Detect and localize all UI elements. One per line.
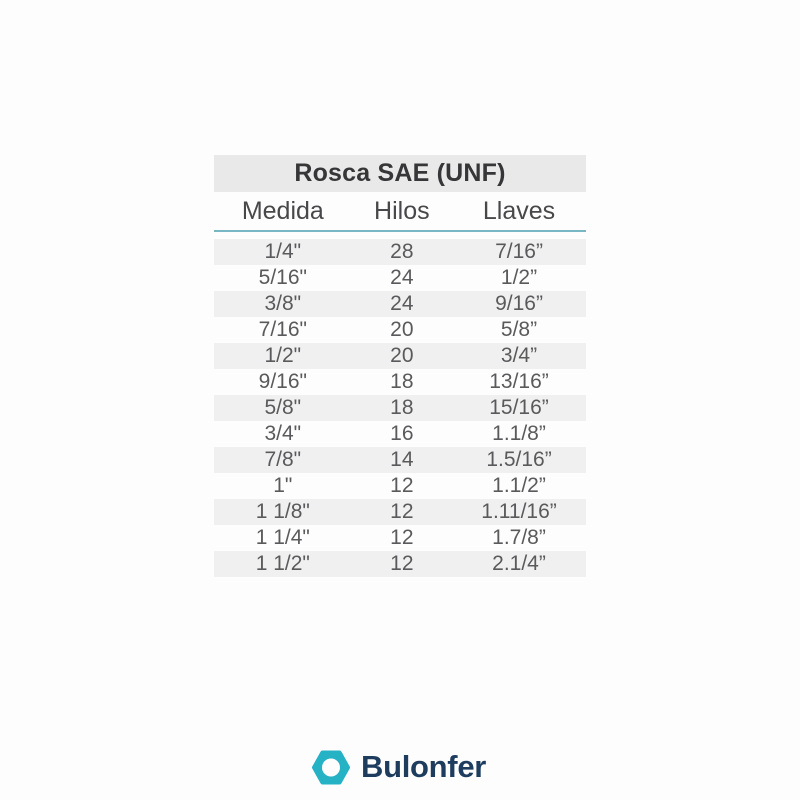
table-row: 1/2" 20 3/4” [214,343,586,369]
table-cell: 1" [273,474,293,497]
hex-nut-icon [312,750,350,784]
table-cell: 7/16” [495,240,543,263]
brand-footer: Bulonfer [312,749,486,785]
table-cell: 18 [390,396,414,419]
table-cell: 1.5/16” [486,448,552,471]
table-cell: 12 [390,500,414,523]
table-cell: 1/2" [264,344,302,367]
table-row: 9/16" 18 13/16” [214,369,586,395]
table-cell: 20 [390,318,414,341]
table-cell: 14 [390,448,414,471]
table-cell: 16 [390,422,414,445]
table-header-row: Medida Hilos Llaves [214,192,586,232]
table-cell: 15/16” [489,396,549,419]
column-header-medida: Medida [241,196,324,225]
table-cell: 20 [390,344,414,367]
spec-table: Rosca SAE (UNF) Medida Hilos Llaves 1/4"… [214,155,586,577]
table-cell: 12 [390,474,414,497]
table-cell: 24 [390,292,414,315]
column-header-hilos: Hilos [374,196,430,225]
table-row: 3/8" 24 9/16” [214,291,586,317]
table-cell: 3/4" [264,422,302,445]
brand-wordmark: Bulonfer [361,749,487,784]
table-row: 3/4" 16 1.1/8” [214,421,586,447]
table-cell: 24 [390,266,414,289]
table-cell: 1 1/2" [255,552,310,575]
table-row: 1 1/2" 12 2.1/4” [214,551,586,577]
table-row: 5/16" 24 1/2” [214,265,586,291]
table-cell: 1/4" [264,240,302,263]
table-cell: 2.1/4” [492,552,546,575]
table-cell: 12 [390,526,414,549]
table-row: 1 1/4" 12 1.7/8” [214,525,586,551]
table-cell: 1 1/8" [255,500,310,523]
table-cell: 7/16" [258,318,307,341]
table-cell: 9/16" [258,370,307,393]
table-row: 1" 12 1.1/2” [214,473,586,499]
table-cell: 18 [390,370,414,393]
hex-nut-hole [322,758,340,776]
table-cell: 28 [390,240,414,263]
table-cell: 5/16" [258,266,307,289]
table-cell: 9/16” [495,292,543,315]
table-row: 7/16" 20 5/8” [214,317,586,343]
table-cell: 1.1/8” [492,422,546,445]
table-cell: 1/2” [500,266,538,289]
table-cell: 1 1/4" [255,526,310,549]
table-cell: 1.11/16” [481,500,557,523]
table-row: 1/4" 28 7/16” [214,239,586,265]
table-cell: 1.7/8” [492,526,546,549]
table-cell: 3/8" [264,292,302,315]
table-body: 1/4" 28 7/16” 5/16" 24 1/2” 3/8" 24 9/16” 7/16" 20… [214,239,586,577]
table-cell: 12 [390,552,414,575]
table-cell: 13/16” [489,370,549,393]
table-row: 1 1/8" 12 1.11/16” [214,499,586,525]
table-title: Rosca SAE (UNF) [214,155,586,192]
column-header-llaves: Llaves [482,196,556,225]
table-cell: 3/4” [500,344,538,367]
table-row: 7/8" 14 1.5/16” [214,447,586,473]
table-cell: 7/8" [264,448,302,471]
table-cell: 5/8" [264,396,302,419]
table-row: 5/8" 18 15/16” [214,395,586,421]
table-cell: 5/8” [500,318,538,341]
table-cell: 1.1/2” [492,474,546,497]
